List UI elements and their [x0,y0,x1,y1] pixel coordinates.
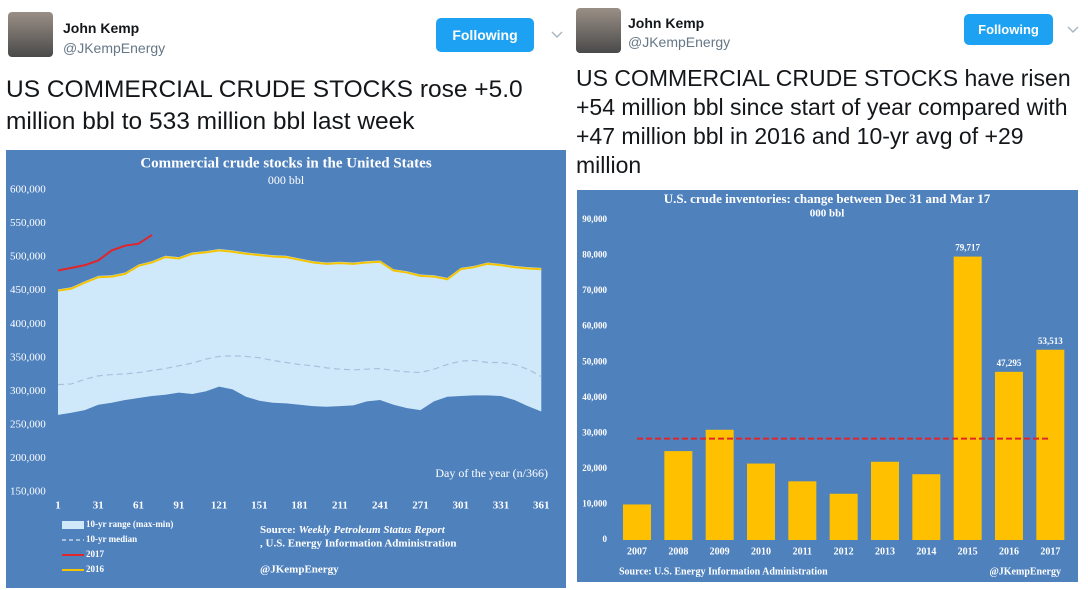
bar [788,481,817,540]
legend-label: 2017 [86,549,105,559]
tweet: John Kemp @JKempEnergy Following US COMM… [570,0,1088,590]
y-tick-label: 150,000 [10,486,46,498]
y-tick-label: 90,000 [582,214,607,224]
y-tick-label: 250,000 [10,418,46,430]
y-tick-label: 450,000 [10,284,46,296]
user-handle[interactable]: @JKempEnergy [628,34,731,50]
x-tick-label: 2009 [710,546,730,557]
bar [995,371,1024,540]
x-tick-label: 2007 [627,546,647,557]
x-tick-label: 2015 [958,546,978,557]
source-suffix: , U.S. Energy Information Administration [260,538,457,550]
user-name[interactable]: John Kemp [63,20,140,36]
bar [1036,349,1065,540]
follow-button[interactable]: Following [436,18,534,52]
bar [829,493,858,540]
y-tick-label: 40,000 [582,392,607,402]
chart: Commercial crude stocks in the United St… [6,150,566,588]
chart-background [577,190,1078,582]
y-tick-label: 550,000 [10,217,46,229]
x-tick-label: 211 [332,500,348,512]
chart-subtitle: 000 bbl [268,173,305,187]
x-tick-label: 2008 [668,546,688,557]
y-tick-label: 0 [603,534,608,544]
x-tick-label: 361 [533,500,550,512]
x-tick-label: 2016 [999,546,1019,557]
x-tick-label: 181 [291,500,308,512]
x-tick-label: 2011 [793,546,812,557]
value-label: 47,295 [997,358,1022,368]
source: Source: U.S. Energy Information Administ… [619,566,828,577]
x-tick-label: 2010 [751,546,771,557]
x-tick-label: 1 [55,500,61,512]
series-line [57,355,542,386]
tweet: John Kemp @JKempEnergy Following US COMM… [6,12,564,135]
x-tick-label: 2014 [916,546,936,557]
bar [747,463,776,540]
x-tick-label: 331 [493,500,510,512]
y-tick-label: 500,000 [10,251,46,263]
chart-title: U.S. crude inventories: change between D… [664,191,991,206]
source: Source: Weekly Petroleum Status Report [260,524,446,536]
caret[interactable] [550,30,564,40]
follow-button[interactable]: Following [964,14,1053,45]
tweet-text: US COMMERCIAL CRUDE STOCKS rose +5.0 mil… [6,76,523,135]
x-tick-label: 151 [251,500,268,512]
legend-label: 10-yr median [86,534,137,544]
source-title: Weekly Petroleum Status Report [299,524,446,536]
avatar[interactable] [576,8,621,53]
bar [623,504,652,540]
x-tick-label: 2013 [875,546,895,557]
y-tick-label: 10,000 [582,499,607,509]
y-tick-label: 400,000 [10,318,46,330]
y-tick-label: 80,000 [582,250,607,260]
y-tick-label: 300,000 [10,385,46,397]
bar [953,256,982,540]
bar [871,461,900,540]
y-tick-label: 60,000 [582,321,607,331]
user-name[interactable]: John Kemp [628,15,705,31]
legend-swatch [62,521,84,529]
range-area [58,249,542,415]
x-tick-label: 301 [452,500,469,512]
chart: U.S. crude inventories: change between D… [577,190,1078,582]
x-tick-label: 271 [412,500,429,512]
bar [664,451,693,540]
x-tick-label: 121 [211,500,228,512]
chart-subtitle: 000 bbl [810,208,845,220]
caret[interactable] [1066,25,1080,35]
y-tick-label: 70,000 [582,285,607,295]
y-tick-label: 350,000 [10,351,46,363]
user-handle[interactable]: @JKempEnergy [63,40,166,56]
credit: @JKempEnergy [989,566,1061,577]
legend-label: 10-yr range (max-min) [86,519,173,529]
value-label: 79,717 [955,243,980,253]
y-tick-label: 30,000 [582,427,607,437]
source-prefix: Source: [260,524,296,536]
bar [705,429,734,540]
tweet-text: US COMMERCIAL CRUDE STOCKS have risen +5… [576,65,1071,178]
avatar[interactable] [8,12,53,57]
x-tick-label: 241 [372,500,389,512]
x-tick-label: 91 [173,500,184,512]
x-tick-label: 2017 [1040,546,1060,557]
y-tick-label: 20,000 [582,463,607,473]
y-tick-label: 200,000 [10,452,46,464]
legend-label: 2016 [86,564,105,574]
bar [912,474,941,540]
series-line [57,234,153,272]
chart-title: Commercial crude stocks in the United St… [140,155,432,171]
y-tick-label: 600,000 [10,184,46,196]
x-tick-label: 61 [133,500,144,512]
x-axis-label: Day of the year (n/366) [435,466,548,480]
value-label: 53,513 [1038,336,1063,346]
series-line [57,249,542,292]
x-tick-label: 2012 [834,546,854,557]
credit: @JKempEnergy [260,564,339,576]
y-tick-label: 50,000 [582,356,607,366]
x-tick-label: 31 [93,500,104,512]
